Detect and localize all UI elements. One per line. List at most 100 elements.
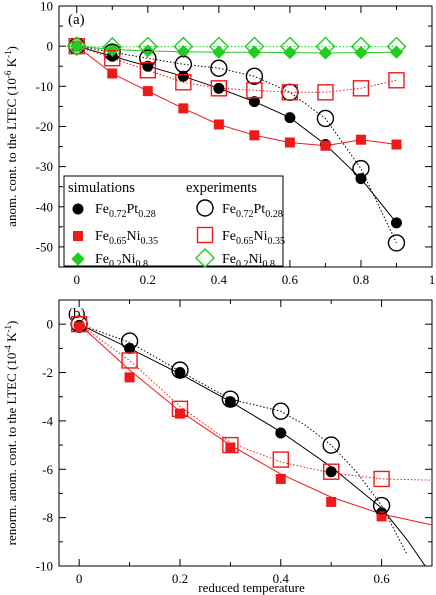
data-point — [107, 68, 118, 79]
data-point — [174, 55, 193, 73]
y-tick-label: 10 — [40, 0, 53, 14]
y-tick-label: 0 — [47, 317, 54, 332]
series-line-3 — [76, 45, 397, 244]
y-tick-label: -4 — [42, 413, 53, 428]
data-point — [355, 134, 366, 145]
data-point — [316, 109, 335, 128]
data-point — [388, 72, 405, 89]
data-point — [246, 82, 263, 99]
data-point — [389, 45, 404, 59]
series-line-0 — [76, 45, 397, 224]
data-point — [121, 352, 138, 369]
data-point — [221, 390, 240, 408]
data-point — [315, 36, 336, 57]
data-point — [66, 36, 87, 57]
data-point — [208, 36, 229, 57]
data-point — [352, 80, 370, 97]
data-point — [245, 67, 264, 85]
data-point — [174, 408, 185, 419]
data-point — [317, 84, 334, 101]
data-point — [284, 137, 295, 148]
legend-header-experiments: experiments — [186, 180, 257, 196]
series-line-4 — [76, 45, 397, 93]
data-point — [142, 86, 153, 97]
y-axis-label: anom. cont. to the LTEC (10-6 K-1) — [3, 46, 19, 227]
data-point — [213, 82, 225, 94]
panel-label: (a) — [68, 12, 85, 28]
legend-label-experiment: Fe0.72Pt0.28 — [222, 202, 283, 220]
data-point — [210, 59, 228, 77]
legend-marker — [196, 199, 214, 217]
legend-marker — [196, 226, 214, 244]
data-point — [173, 36, 194, 57]
panel-a: 0 0.2 0.4 0.6 0.8 1 10 0 -10 -20 -30 -40 -50 anom. co… — [3, 0, 435, 287]
y-tick-label: -30 — [36, 159, 53, 174]
data-point — [272, 451, 289, 468]
data-point — [141, 44, 155, 58]
x-tick-label: 0.6 — [282, 272, 299, 287]
data-point — [178, 103, 189, 114]
series-line-7 — [78, 323, 432, 481]
legend-label-experiment: Fe0.65Ni0.35 — [222, 229, 285, 247]
legend-marker — [73, 231, 83, 241]
data-point — [68, 37, 85, 55]
data-point — [350, 36, 371, 57]
x-tick-label: 0.2 — [172, 571, 188, 586]
series-line-1 — [76, 45, 397, 147]
legend-box — [63, 175, 284, 267]
data-point — [175, 74, 192, 91]
series-line-5 — [78, 323, 432, 526]
legend-marker — [195, 248, 215, 268]
data-point — [70, 39, 84, 53]
data-point — [124, 372, 135, 383]
y-tick-label: -6 — [42, 462, 53, 477]
data-point — [387, 234, 406, 252]
data-point — [137, 36, 158, 57]
data-point — [391, 139, 402, 150]
data-point — [139, 62, 157, 79]
data-point — [176, 45, 191, 59]
data-point — [171, 361, 189, 379]
data-point — [386, 36, 407, 57]
data-point — [104, 50, 121, 67]
y-tick-label: -10 — [36, 559, 53, 574]
series-line-4 — [78, 323, 426, 566]
data-point — [279, 36, 300, 57]
data-point — [372, 496, 391, 515]
plot-frame — [58, 5, 433, 268]
x-tick-label: 0.4 — [273, 571, 290, 586]
plot-area — [66, 36, 407, 252]
data-point — [120, 332, 139, 350]
y-tick-label: -20 — [36, 119, 53, 134]
data-point — [281, 84, 299, 101]
data-point — [225, 442, 236, 453]
panel-label: (b) — [68, 306, 86, 322]
legend-label-simulation: Fe0.72Pt0.28 — [95, 202, 156, 220]
series-line-2 — [76, 45, 397, 54]
data-point — [213, 119, 224, 130]
x-axis-label: reduced temperature — [198, 580, 305, 595]
data-point — [354, 45, 368, 60]
data-point — [249, 130, 260, 141]
y-tick-label: -2 — [42, 365, 53, 380]
data-point — [373, 470, 390, 488]
y-tick-label: -8 — [42, 510, 53, 525]
series-line-5 — [76, 45, 397, 48]
data-point — [376, 511, 387, 522]
y-tick-label: -50 — [36, 239, 53, 254]
data-point — [352, 159, 370, 178]
data-point — [284, 112, 296, 124]
data-point — [275, 427, 287, 439]
x-tick-label: 0 — [76, 571, 83, 586]
y-tick-label: 0 — [47, 39, 54, 54]
x-tick-label: 0.8 — [353, 272, 369, 287]
data-point — [320, 140, 331, 151]
data-point — [102, 36, 123, 57]
data-point — [174, 367, 186, 379]
plot-frame — [58, 299, 433, 567]
y-tick-label: -10 — [36, 79, 53, 94]
data-point — [224, 396, 236, 408]
x-tick-label: 0.2 — [140, 272, 156, 287]
plot-area — [70, 315, 432, 566]
